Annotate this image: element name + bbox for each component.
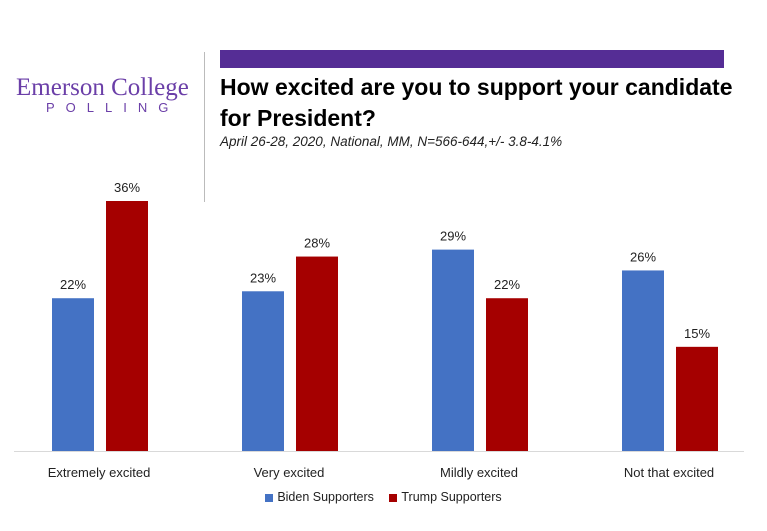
legend-swatch-biden bbox=[265, 493, 274, 502]
data-label: 23% bbox=[250, 270, 276, 285]
category-label: Mildly excited bbox=[440, 465, 518, 480]
legend-label-trump: Trump Supporters bbox=[401, 490, 502, 504]
accent-bar bbox=[220, 50, 724, 68]
data-label: 28% bbox=[304, 236, 330, 251]
logo-emerson-college: Emerson College bbox=[16, 74, 189, 101]
data-label: 26% bbox=[630, 249, 656, 264]
bar-trump bbox=[676, 346, 718, 451]
bar-trump bbox=[486, 298, 528, 451]
legend: Biden Supporters Trump Supporters bbox=[0, 490, 767, 504]
data-label: 22% bbox=[494, 277, 520, 292]
data-label: 22% bbox=[60, 277, 86, 292]
divider bbox=[204, 52, 205, 202]
data-label: 29% bbox=[440, 229, 466, 244]
legend-item-trump: Trump Supporters bbox=[389, 490, 502, 504]
bar-biden bbox=[432, 249, 474, 451]
bar-biden bbox=[242, 291, 284, 451]
chart-subtitle: April 26-28, 2020, National, MM, N=566-6… bbox=[220, 134, 563, 149]
category-label: Very excited bbox=[254, 465, 325, 480]
legend-swatch-trump bbox=[389, 493, 398, 502]
bar-biden bbox=[622, 270, 664, 451]
data-label: 36% bbox=[114, 180, 140, 195]
data-label: 15% bbox=[684, 326, 710, 341]
bar-trump bbox=[296, 256, 338, 451]
bar-trump bbox=[106, 201, 148, 451]
chart-title: How excited are you to support your cand… bbox=[220, 74, 733, 131]
bar-biden bbox=[52, 298, 94, 451]
category-label: Not that excited bbox=[624, 465, 714, 480]
legend-label-biden: Biden Supporters bbox=[277, 490, 374, 504]
category-label: Extremely excited bbox=[48, 465, 151, 480]
logo-polling: POLLING bbox=[46, 100, 180, 115]
legend-item-biden: Biden Supporters bbox=[265, 490, 374, 504]
